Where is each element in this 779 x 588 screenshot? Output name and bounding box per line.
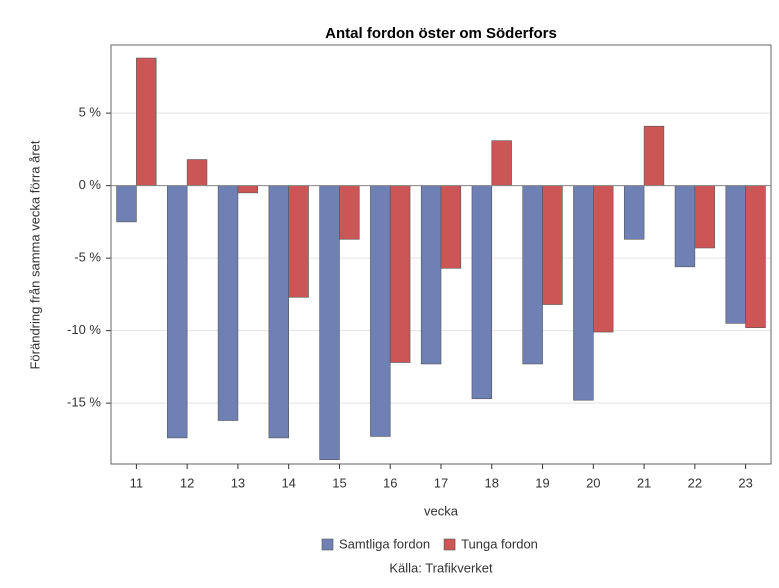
y-tick-label: 5 % bbox=[79, 105, 102, 120]
bar bbox=[593, 185, 614, 333]
x-tick-label: 14 bbox=[281, 475, 295, 490]
bar bbox=[522, 185, 543, 365]
legend-label: Samtliga fordon bbox=[339, 536, 430, 551]
x-axis-label: vecka bbox=[424, 503, 459, 518]
x-tick-label: 13 bbox=[231, 475, 245, 490]
chart-title: Antal fordon öster om Söderfors bbox=[325, 25, 557, 42]
x-tick-label: 20 bbox=[586, 475, 600, 490]
bar bbox=[319, 185, 340, 460]
bar bbox=[440, 185, 462, 269]
legend-swatch bbox=[443, 538, 456, 551]
bar bbox=[420, 185, 442, 365]
bar bbox=[643, 125, 665, 186]
bar bbox=[623, 185, 645, 240]
bar bbox=[217, 185, 239, 421]
x-tick-label: 21 bbox=[637, 475, 651, 490]
bar bbox=[725, 185, 746, 324]
bar bbox=[186, 159, 208, 186]
bar bbox=[674, 185, 696, 268]
source: Källa: Trafikverket bbox=[389, 560, 493, 575]
y-tick-label: 0 % bbox=[79, 177, 102, 192]
x-tick-label: 16 bbox=[383, 475, 397, 490]
x-tick-label: 12 bbox=[180, 475, 194, 490]
x-tick-label: 22 bbox=[688, 475, 702, 490]
bar bbox=[167, 185, 188, 439]
bar bbox=[370, 185, 391, 437]
bar bbox=[237, 185, 259, 194]
y-tick-label: -15 % bbox=[67, 395, 101, 410]
x-tick-label: 23 bbox=[738, 475, 752, 490]
bar bbox=[471, 185, 493, 400]
x-tick-label: 11 bbox=[130, 475, 144, 490]
bar bbox=[136, 57, 157, 186]
legend-swatch bbox=[321, 538, 334, 551]
bar bbox=[745, 185, 766, 329]
bar bbox=[389, 185, 411, 363]
bar bbox=[491, 140, 512, 186]
x-tick-label: 17 bbox=[434, 475, 448, 490]
bar bbox=[542, 185, 563, 305]
x-tick-label: 15 bbox=[332, 475, 346, 490]
x-tick-label: 19 bbox=[535, 475, 549, 490]
x-tick-label: 18 bbox=[485, 475, 499, 490]
bar bbox=[339, 185, 360, 240]
bar bbox=[573, 185, 594, 401]
y-axis-label: Förändring från samma vecka förra året bbox=[27, 140, 42, 369]
bar bbox=[288, 185, 309, 298]
bar bbox=[268, 185, 289, 439]
y-tick-label: -10 % bbox=[67, 322, 101, 337]
legend-label: Tunga fordon bbox=[461, 536, 538, 551]
bar bbox=[694, 185, 715, 249]
y-tick-label: -5 % bbox=[74, 250, 101, 265]
bar bbox=[116, 185, 137, 223]
